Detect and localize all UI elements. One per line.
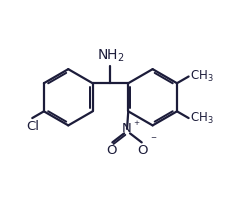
Text: CH$_3$: CH$_3$: [190, 69, 214, 84]
Text: CH$_3$: CH$_3$: [190, 111, 214, 126]
Text: $^+$: $^+$: [132, 120, 141, 130]
Text: N: N: [122, 123, 132, 136]
Text: $^-$: $^-$: [149, 135, 157, 145]
Text: NH$_2$: NH$_2$: [97, 48, 124, 64]
Text: O: O: [138, 144, 148, 157]
Text: O: O: [106, 144, 116, 157]
Text: Cl: Cl: [26, 120, 39, 133]
